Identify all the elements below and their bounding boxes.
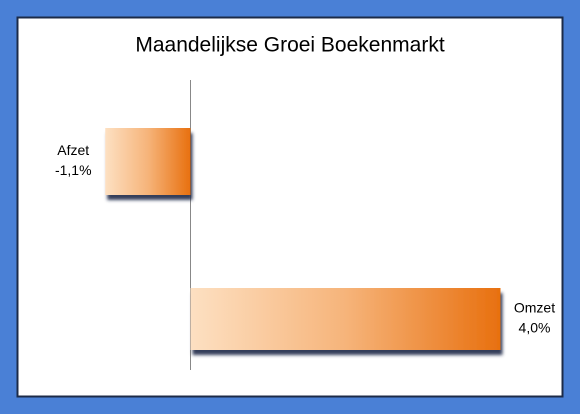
value-label: -1,1%: [55, 162, 92, 178]
chart-title: Maandelijkse Groei Boekenmarkt: [135, 34, 444, 57]
category-label: Afzet: [57, 142, 89, 158]
bar: [105, 128, 191, 195]
value-label: 4,0%: [519, 320, 551, 336]
bar: [190, 288, 501, 350]
category-label: Omzet: [514, 300, 555, 316]
